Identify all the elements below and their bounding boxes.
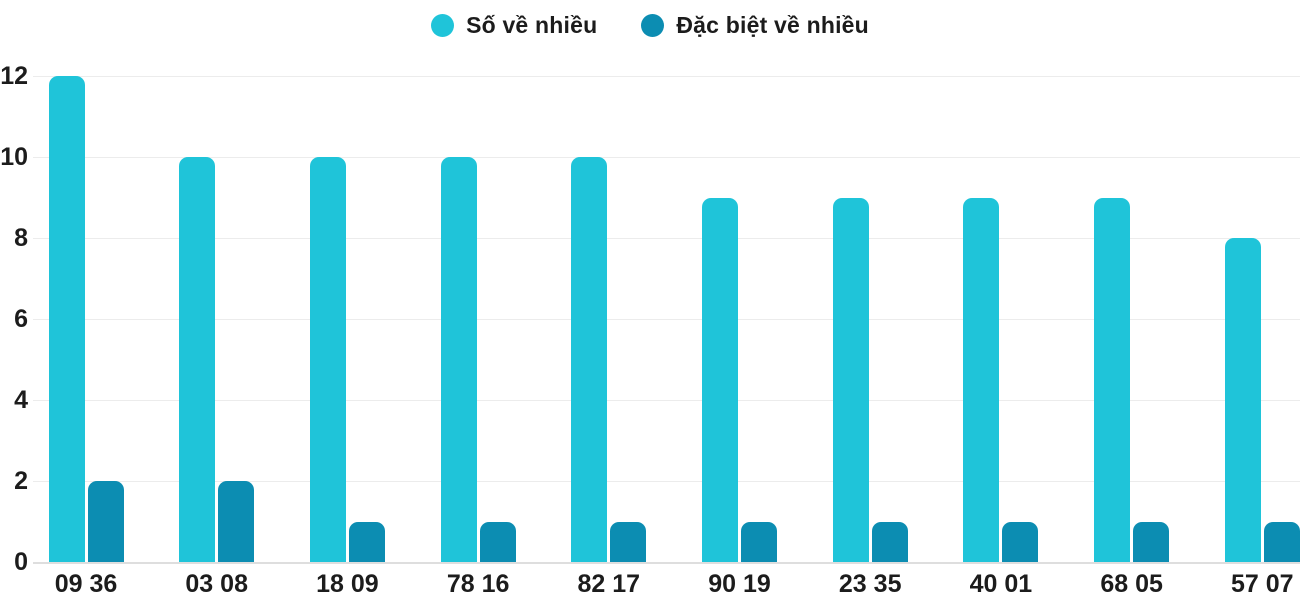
x-axis-category-label: 68 05 bbox=[1100, 570, 1163, 598]
legend-item-dac-biet-ve-nhieu[interactable]: Đặc biệt về nhiều bbox=[641, 12, 869, 39]
bar-so-ve-nhieu-09-36 bbox=[48, 76, 85, 562]
bar-dac-biet-ve-nhieu-09-36 bbox=[87, 481, 124, 562]
bar-dac-biet-ve-nhieu-40-01 bbox=[1002, 521, 1039, 562]
x-axis-category-label: 90 19 bbox=[708, 570, 771, 598]
gridline bbox=[33, 238, 1300, 239]
x-axis-category-label: 03 08 bbox=[185, 570, 248, 598]
y-axis-tick-label: 8 bbox=[14, 224, 28, 252]
x-axis-category-label: 18 09 bbox=[316, 570, 379, 598]
legend-dot-cyan-icon bbox=[431, 14, 455, 37]
y-axis-tick-label: 10 bbox=[0, 143, 28, 171]
bar-dac-biet-ve-nhieu-57-07 bbox=[1263, 521, 1300, 562]
legend-dot-teal-icon bbox=[641, 14, 665, 37]
bar-dac-biet-ve-nhieu-03-08 bbox=[218, 481, 255, 562]
gridline bbox=[33, 400, 1300, 401]
gridline bbox=[33, 157, 1300, 158]
y-axis-tick-label: 4 bbox=[14, 386, 28, 414]
y-axis-tick-label: 2 bbox=[14, 467, 28, 495]
y-axis-tick-label: 0 bbox=[14, 548, 28, 576]
gridline bbox=[33, 76, 1300, 77]
bar-so-ve-nhieu-82-17 bbox=[571, 157, 608, 562]
gridline bbox=[33, 481, 1300, 482]
bar-so-ve-nhieu-90-19 bbox=[702, 197, 738, 562]
bar-so-ve-nhieu-68-05 bbox=[1094, 197, 1131, 562]
bar-so-ve-nhieu-18-09 bbox=[309, 157, 346, 562]
x-axis-line bbox=[33, 562, 1300, 564]
x-axis-category-label: 82 17 bbox=[577, 570, 641, 598]
bar-dac-biet-ve-nhieu-18-09 bbox=[348, 521, 385, 562]
bar-so-ve-nhieu-40-01 bbox=[963, 197, 1000, 562]
x-axis-category-label: 09 36 bbox=[54, 570, 118, 598]
bar-dac-biet-ve-nhieu-23-35 bbox=[871, 521, 908, 562]
bar-so-ve-nhieu-23-35 bbox=[832, 197, 869, 562]
bar-so-ve-nhieu-57-07 bbox=[1224, 238, 1261, 562]
chart-legend: Số về nhiều Đặc biệt về nhiều bbox=[0, 12, 1300, 39]
bar-so-ve-nhieu-03-08 bbox=[179, 157, 216, 562]
bar-dac-biet-ve-nhieu-90-19 bbox=[741, 521, 777, 562]
x-axis-category-label: 23 35 bbox=[838, 570, 902, 598]
x-axis-category-label: 57 07 bbox=[1231, 570, 1294, 598]
x-axis-category-label: 78 16 bbox=[446, 570, 510, 598]
x-axis-category-label: 40 01 bbox=[969, 570, 1033, 598]
y-axis-tick-label: 12 bbox=[0, 62, 28, 90]
bar-dac-biet-ve-nhieu-68-05 bbox=[1133, 521, 1170, 562]
legend-label: Số về nhiều bbox=[466, 12, 598, 38]
bar-dac-biet-ve-nhieu-78-16 bbox=[479, 521, 516, 562]
gridline bbox=[33, 319, 1300, 320]
legend-item-so-ve-nhieu[interactable]: Số về nhiều bbox=[431, 12, 597, 39]
bar-so-ve-nhieu-78-16 bbox=[440, 157, 477, 562]
bar-dac-biet-ve-nhieu-82-17 bbox=[610, 521, 647, 562]
legend-label: Đặc biệt về nhiều bbox=[676, 12, 869, 38]
y-axis-tick-label: 6 bbox=[14, 305, 28, 333]
